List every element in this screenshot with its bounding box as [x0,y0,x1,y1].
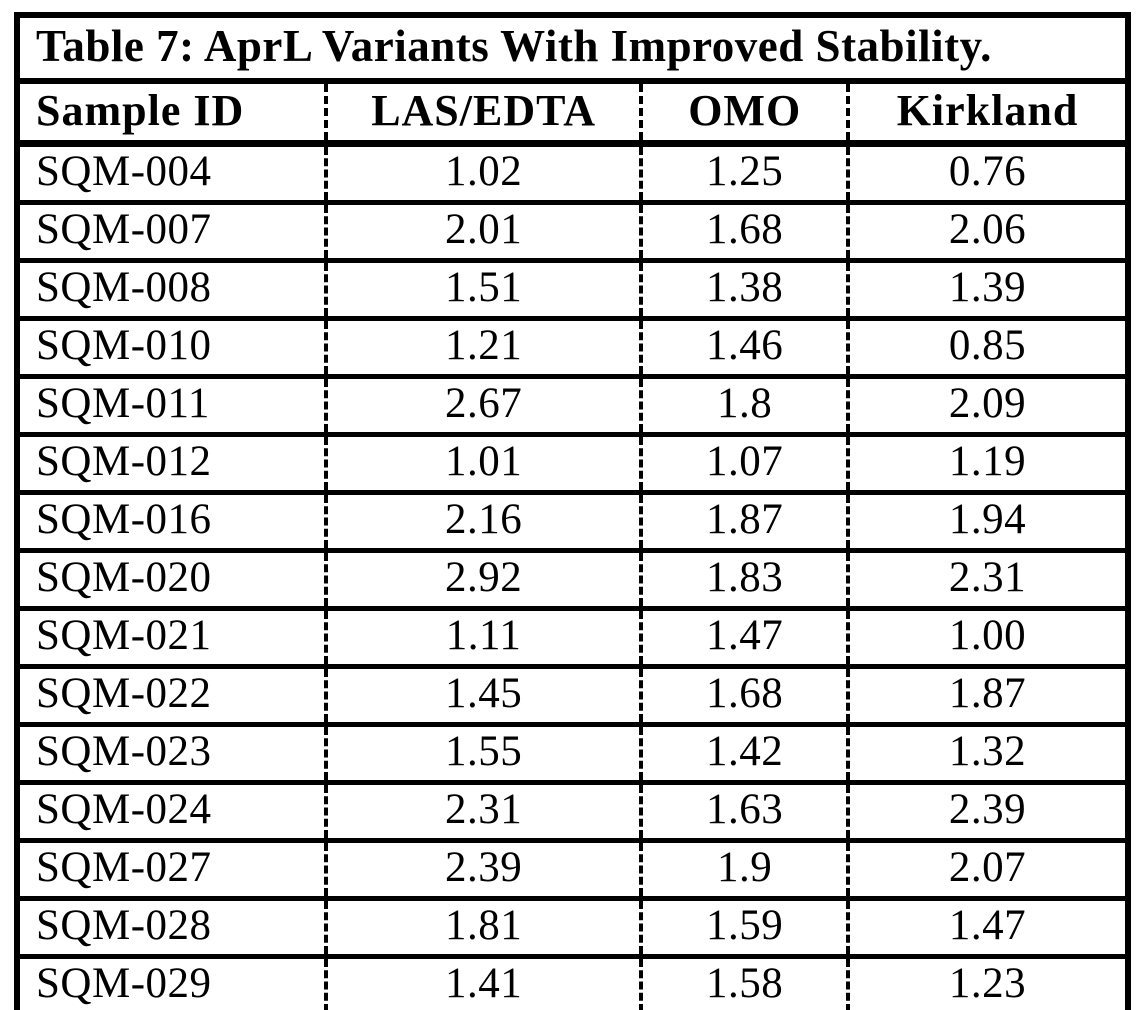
value-cell: 1.58 [639,954,848,1010]
value-cell: 1.68 [639,200,848,261]
value-cell: 1.94 [846,490,1128,551]
sample-id-cell: SQM-027 [17,838,326,899]
table-row: SQM-008 1.51 1.38 1.39 [17,258,1128,319]
value-cell: 1.32 [846,722,1128,783]
sample-id-cell: SQM-023 [17,722,326,783]
value-cell: 1.07 [639,432,848,493]
value-cell: 1.51 [323,258,642,319]
sample-id-cell: SQM-024 [17,780,326,841]
value-cell: 1.38 [639,258,848,319]
value-cell: 0.85 [846,316,1128,377]
value-cell: 1.59 [639,896,848,957]
sample-id-cell: SQM-008 [17,258,326,319]
value-cell: 1.45 [323,664,642,725]
value-cell: 1.11 [323,606,642,667]
sample-id-cell: SQM-021 [17,606,326,667]
value-cell: 1.87 [846,664,1128,725]
value-cell: 2.09 [846,374,1128,435]
value-cell: 2.16 [323,490,642,551]
table-row: SQM-027 2.39 1.9 2.07 [17,838,1128,899]
value-cell: 1.41 [323,954,642,1010]
value-cell: 2.31 [846,548,1128,609]
table-row: SQM-016 2.16 1.87 1.94 [17,490,1128,551]
value-cell: 1.21 [323,316,642,377]
table-row: SQM-020 2.92 1.83 2.31 [17,548,1128,609]
value-cell: 1.46 [639,316,848,377]
sample-id-cell: SQM-016 [17,490,326,551]
sample-id-cell: SQM-020 [17,548,326,609]
value-cell: 2.67 [323,374,642,435]
sample-id-cell: SQM-007 [17,200,326,261]
table-row: SQM-022 1.45 1.68 1.87 [17,664,1128,725]
value-cell: 1.02 [323,141,642,203]
table-row: SQM-011 2.67 1.8 2.09 [17,374,1128,435]
value-cell: 0.76 [846,141,1128,203]
table-title: Table 7: AprL Variants With Improved Sta… [17,15,1128,84]
table-row: SQM-024 2.31 1.63 2.39 [17,780,1128,841]
value-cell: 1.19 [846,432,1128,493]
value-cell: 1.83 [639,548,848,609]
value-cell: 1.87 [639,490,848,551]
value-cell: 2.01 [323,200,642,261]
value-cell: 1.63 [639,780,848,841]
value-cell: 2.07 [846,838,1128,899]
table-body: SQM-004 1.02 1.25 0.76 SQM-007 2.01 1.68 2.06 SQ… [17,141,1128,1010]
value-cell: 2.06 [846,200,1128,261]
table-row: SQM-010 1.21 1.46 0.85 [17,316,1128,377]
value-cell: 1.8 [639,374,848,435]
sample-id-cell: SQM-028 [17,896,326,957]
value-cell: 1.42 [639,722,848,783]
value-cell: 2.39 [323,838,642,899]
table-row: SQM-029 1.41 1.58 1.23 [17,954,1128,1010]
sample-id-cell: SQM-004 [17,141,326,203]
value-cell: 1.47 [846,896,1128,957]
column-header-kirkland: Kirkland [846,81,1128,147]
column-header-las-edta: LAS/EDTA [323,81,642,147]
value-cell: 2.39 [846,780,1128,841]
value-cell: 1.23 [846,954,1128,1010]
sample-id-cell: SQM-010 [17,316,326,377]
value-cell: 1.25 [639,141,848,203]
table-row: SQM-023 1.55 1.42 1.32 [17,722,1128,783]
sample-id-cell: SQM-029 [17,954,326,1010]
table-header-row: Sample ID LAS/EDTA OMO Kirkland [17,81,1128,147]
value-cell: 1.00 [846,606,1128,667]
table-row: SQM-007 2.01 1.68 2.06 [17,200,1128,261]
sample-id-cell: SQM-022 [17,664,326,725]
value-cell: 1.55 [323,722,642,783]
table-row: SQM-028 1.81 1.59 1.47 [17,896,1128,957]
table-row: SQM-021 1.11 1.47 1.00 [17,606,1128,667]
value-cell: 1.47 [639,606,848,667]
table-row: SQM-012 1.01 1.07 1.19 [17,432,1128,493]
column-header-sample-id: Sample ID [17,81,326,147]
value-cell: 1.9 [639,838,848,899]
value-cell: 1.01 [323,432,642,493]
value-cell: 1.68 [639,664,848,725]
sample-id-cell: SQM-011 [17,374,326,435]
value-cell: 1.81 [323,896,642,957]
column-header-omo: OMO [639,81,848,147]
table-title-row: Table 7: AprL Variants With Improved Sta… [17,15,1128,84]
value-cell: 2.31 [323,780,642,841]
table-row: SQM-004 1.02 1.25 0.76 [17,141,1128,203]
sample-id-cell: SQM-012 [17,432,326,493]
stability-table: Table 7: AprL Variants With Improved Sta… [14,12,1131,1010]
value-cell: 2.92 [323,548,642,609]
value-cell: 1.39 [846,258,1128,319]
